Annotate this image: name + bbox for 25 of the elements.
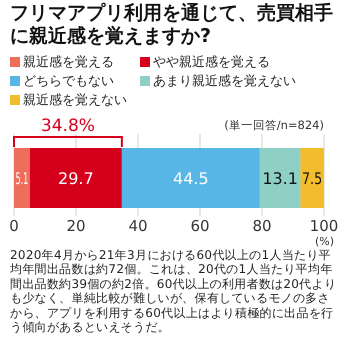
x-axis-title: (%) <box>314 235 334 248</box>
legend-label: どちらでもない <box>23 74 114 89</box>
legend-label: やや親近感を覚える <box>153 55 270 70</box>
data-label: 5.1 <box>16 169 41 188</box>
data-label: 13.1 <box>262 169 298 188</box>
legend-label: 親近感を覚える <box>23 55 114 70</box>
data-label: 29.7 <box>58 169 94 188</box>
data-label: 44.5 <box>173 169 209 188</box>
x-tick-label: 60 <box>190 217 210 235</box>
bar <box>122 148 260 208</box>
text: 34.8% <box>40 116 95 136</box>
x-tick-label: 100 <box>310 217 338 235</box>
data-label: 7.5 <box>302 169 328 188</box>
bar <box>14 148 30 208</box>
bar <box>300 148 324 208</box>
bar <box>260 148 300 208</box>
chart-title: フリマアプリ利用を通じて、売買相手に親近感を覚えますか? <box>10 2 334 48</box>
x-tick-label: 40 <box>128 217 148 235</box>
legend-label: 親近感を覚えない <box>23 93 127 108</box>
text: 2020年4月から21年3月における60代以上の1人当たり平均年間出品数は約72個。これは、20代の1人当たり平均年間出品数約39個の約2倍。60代以上の利用者数は20代よりも少なく、単純比較が難しいが、保有しているモノの多さから、アプリを利用する60代以上はより積極的に出品を行う傾向があるといえそうだ。 <box>10 248 338 334</box>
legend-label: あまり親近感を覚えない <box>153 74 296 89</box>
x-tick-label: 20 <box>66 217 86 235</box>
x-tick-label: 80 <box>252 217 272 235</box>
x-tick-label: 0 <box>9 217 19 235</box>
text: (単一回答/n=824) <box>224 118 324 132</box>
